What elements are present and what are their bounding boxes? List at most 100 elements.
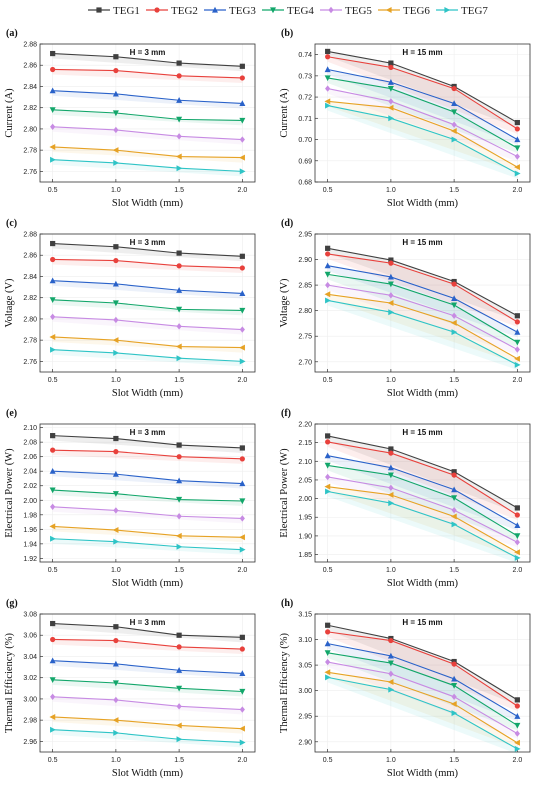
data-point xyxy=(176,116,183,123)
series-shade xyxy=(327,105,518,179)
panel-label-g: (g) xyxy=(6,598,18,609)
series-teg3 xyxy=(49,657,246,679)
series-line xyxy=(327,105,518,174)
data-point xyxy=(388,450,394,456)
series-line xyxy=(327,455,518,526)
x-tick-label: 2.0 xyxy=(512,377,522,384)
data-point xyxy=(50,346,56,353)
panel-label-b: (b) xyxy=(281,28,293,39)
data-point xyxy=(388,484,394,491)
data-point xyxy=(239,63,245,69)
data-point xyxy=(324,669,331,676)
data-point xyxy=(324,66,331,73)
series-line xyxy=(52,716,243,730)
y-tick-label: 2.98 xyxy=(23,718,37,725)
series-line xyxy=(52,489,243,502)
series-teg1 xyxy=(50,433,245,453)
data-point xyxy=(239,154,245,161)
legend-entry-teg5: TEG5 xyxy=(320,5,372,17)
legend-entry-teg2: TEG2 xyxy=(146,5,198,17)
data-point xyxy=(239,498,246,505)
data-point xyxy=(325,245,331,251)
x-axis-label: Slot Width (mm) xyxy=(387,388,459,399)
series-shade xyxy=(52,450,243,464)
legend-entry-teg7: TEG7 xyxy=(436,5,488,17)
y-tick-label: 2.90 xyxy=(298,257,312,264)
data-point xyxy=(113,449,119,455)
x-axis-label: Slot Width (mm) xyxy=(387,198,459,209)
series-shade xyxy=(327,491,518,563)
data-point xyxy=(176,97,183,103)
data-point xyxy=(325,622,331,628)
legend-label-teg5: TEG5 xyxy=(345,5,372,17)
series-line xyxy=(327,247,518,317)
series-teg7 xyxy=(50,535,246,555)
y-tick-label: 2.20 xyxy=(298,422,312,429)
data-point xyxy=(239,75,245,81)
x-tick-label: 0.5 xyxy=(323,757,333,764)
y-tick-label: 2.95 xyxy=(298,714,312,721)
series-teg4 xyxy=(324,462,521,541)
y-tick-label: 2.75 xyxy=(298,334,312,341)
panel-g: (g) 2.96 2.98 3.00 3.02 3.04 3.06 3.08 0.5 1.0 1.5… xyxy=(0,594,275,784)
series-line xyxy=(52,243,243,257)
series-line xyxy=(327,671,518,744)
series-line xyxy=(52,258,243,269)
panel-label-f: (f) xyxy=(281,408,291,419)
x-tick-label: 1.0 xyxy=(111,567,121,574)
data-point xyxy=(176,73,182,79)
y-tick-label: 2.82 xyxy=(23,295,37,302)
data-point xyxy=(50,433,56,439)
y-tick-label: 2.80 xyxy=(23,126,37,133)
x-axis-label: Slot Width (mm) xyxy=(387,578,459,589)
panel-label-h: (h) xyxy=(281,598,293,609)
series-shade xyxy=(52,623,243,643)
series-teg2 xyxy=(50,636,245,655)
series-teg3 xyxy=(324,640,521,722)
legend-marker-teg5 xyxy=(328,6,334,14)
y-tick-label: 1.94 xyxy=(23,541,37,548)
y-tick-label: 2.90 xyxy=(298,739,312,746)
panel-d: (d) 2.70 2.75 2.80 2.85 2.90 2.95 0.5 1.0 1.5 2.0 S… xyxy=(275,214,550,404)
series-line xyxy=(327,476,518,543)
data-point xyxy=(176,685,183,692)
panel-b: (b) 0.68 0.69 0.70 0.71 0.72 0.73 0.74 0.5 1.0 1.5… xyxy=(275,24,550,214)
y-tick-label: 2.95 xyxy=(298,232,312,239)
y-tick-label: 2.04 xyxy=(23,469,37,476)
series-shade xyxy=(52,526,243,543)
data-point xyxy=(49,333,56,340)
data-point xyxy=(49,713,56,720)
series-shade xyxy=(52,69,243,83)
series-teg3 xyxy=(324,452,521,531)
data-point xyxy=(451,295,458,301)
series-teg5 xyxy=(50,123,245,145)
data-point xyxy=(451,281,457,287)
data-point xyxy=(388,98,394,105)
data-point xyxy=(239,739,246,746)
data-point xyxy=(325,48,331,55)
series-line xyxy=(327,265,518,333)
series-teg1 xyxy=(325,433,520,513)
series-line xyxy=(327,624,518,701)
series-teg2 xyxy=(325,54,520,134)
series-line xyxy=(327,464,518,537)
data-point xyxy=(387,300,394,306)
series-shade xyxy=(52,126,243,145)
data-point xyxy=(113,244,119,250)
data-point xyxy=(113,54,119,60)
series-shade xyxy=(52,639,243,655)
series-line xyxy=(327,441,518,516)
y-tick-label: 1.85 xyxy=(298,552,312,559)
series-shade xyxy=(52,109,243,126)
y-tick-label: 3.00 xyxy=(298,688,312,695)
x-tick-label: 1.5 xyxy=(174,377,184,384)
series-line xyxy=(327,88,518,158)
y-tick-label: 2.70 xyxy=(298,359,312,366)
data-point xyxy=(324,98,331,105)
y-tick-label: 1.92 xyxy=(23,556,37,563)
series-teg6 xyxy=(324,669,520,748)
data-point xyxy=(49,297,56,304)
series-line xyxy=(52,435,243,449)
series-teg7 xyxy=(50,346,246,367)
data-point xyxy=(514,319,520,325)
